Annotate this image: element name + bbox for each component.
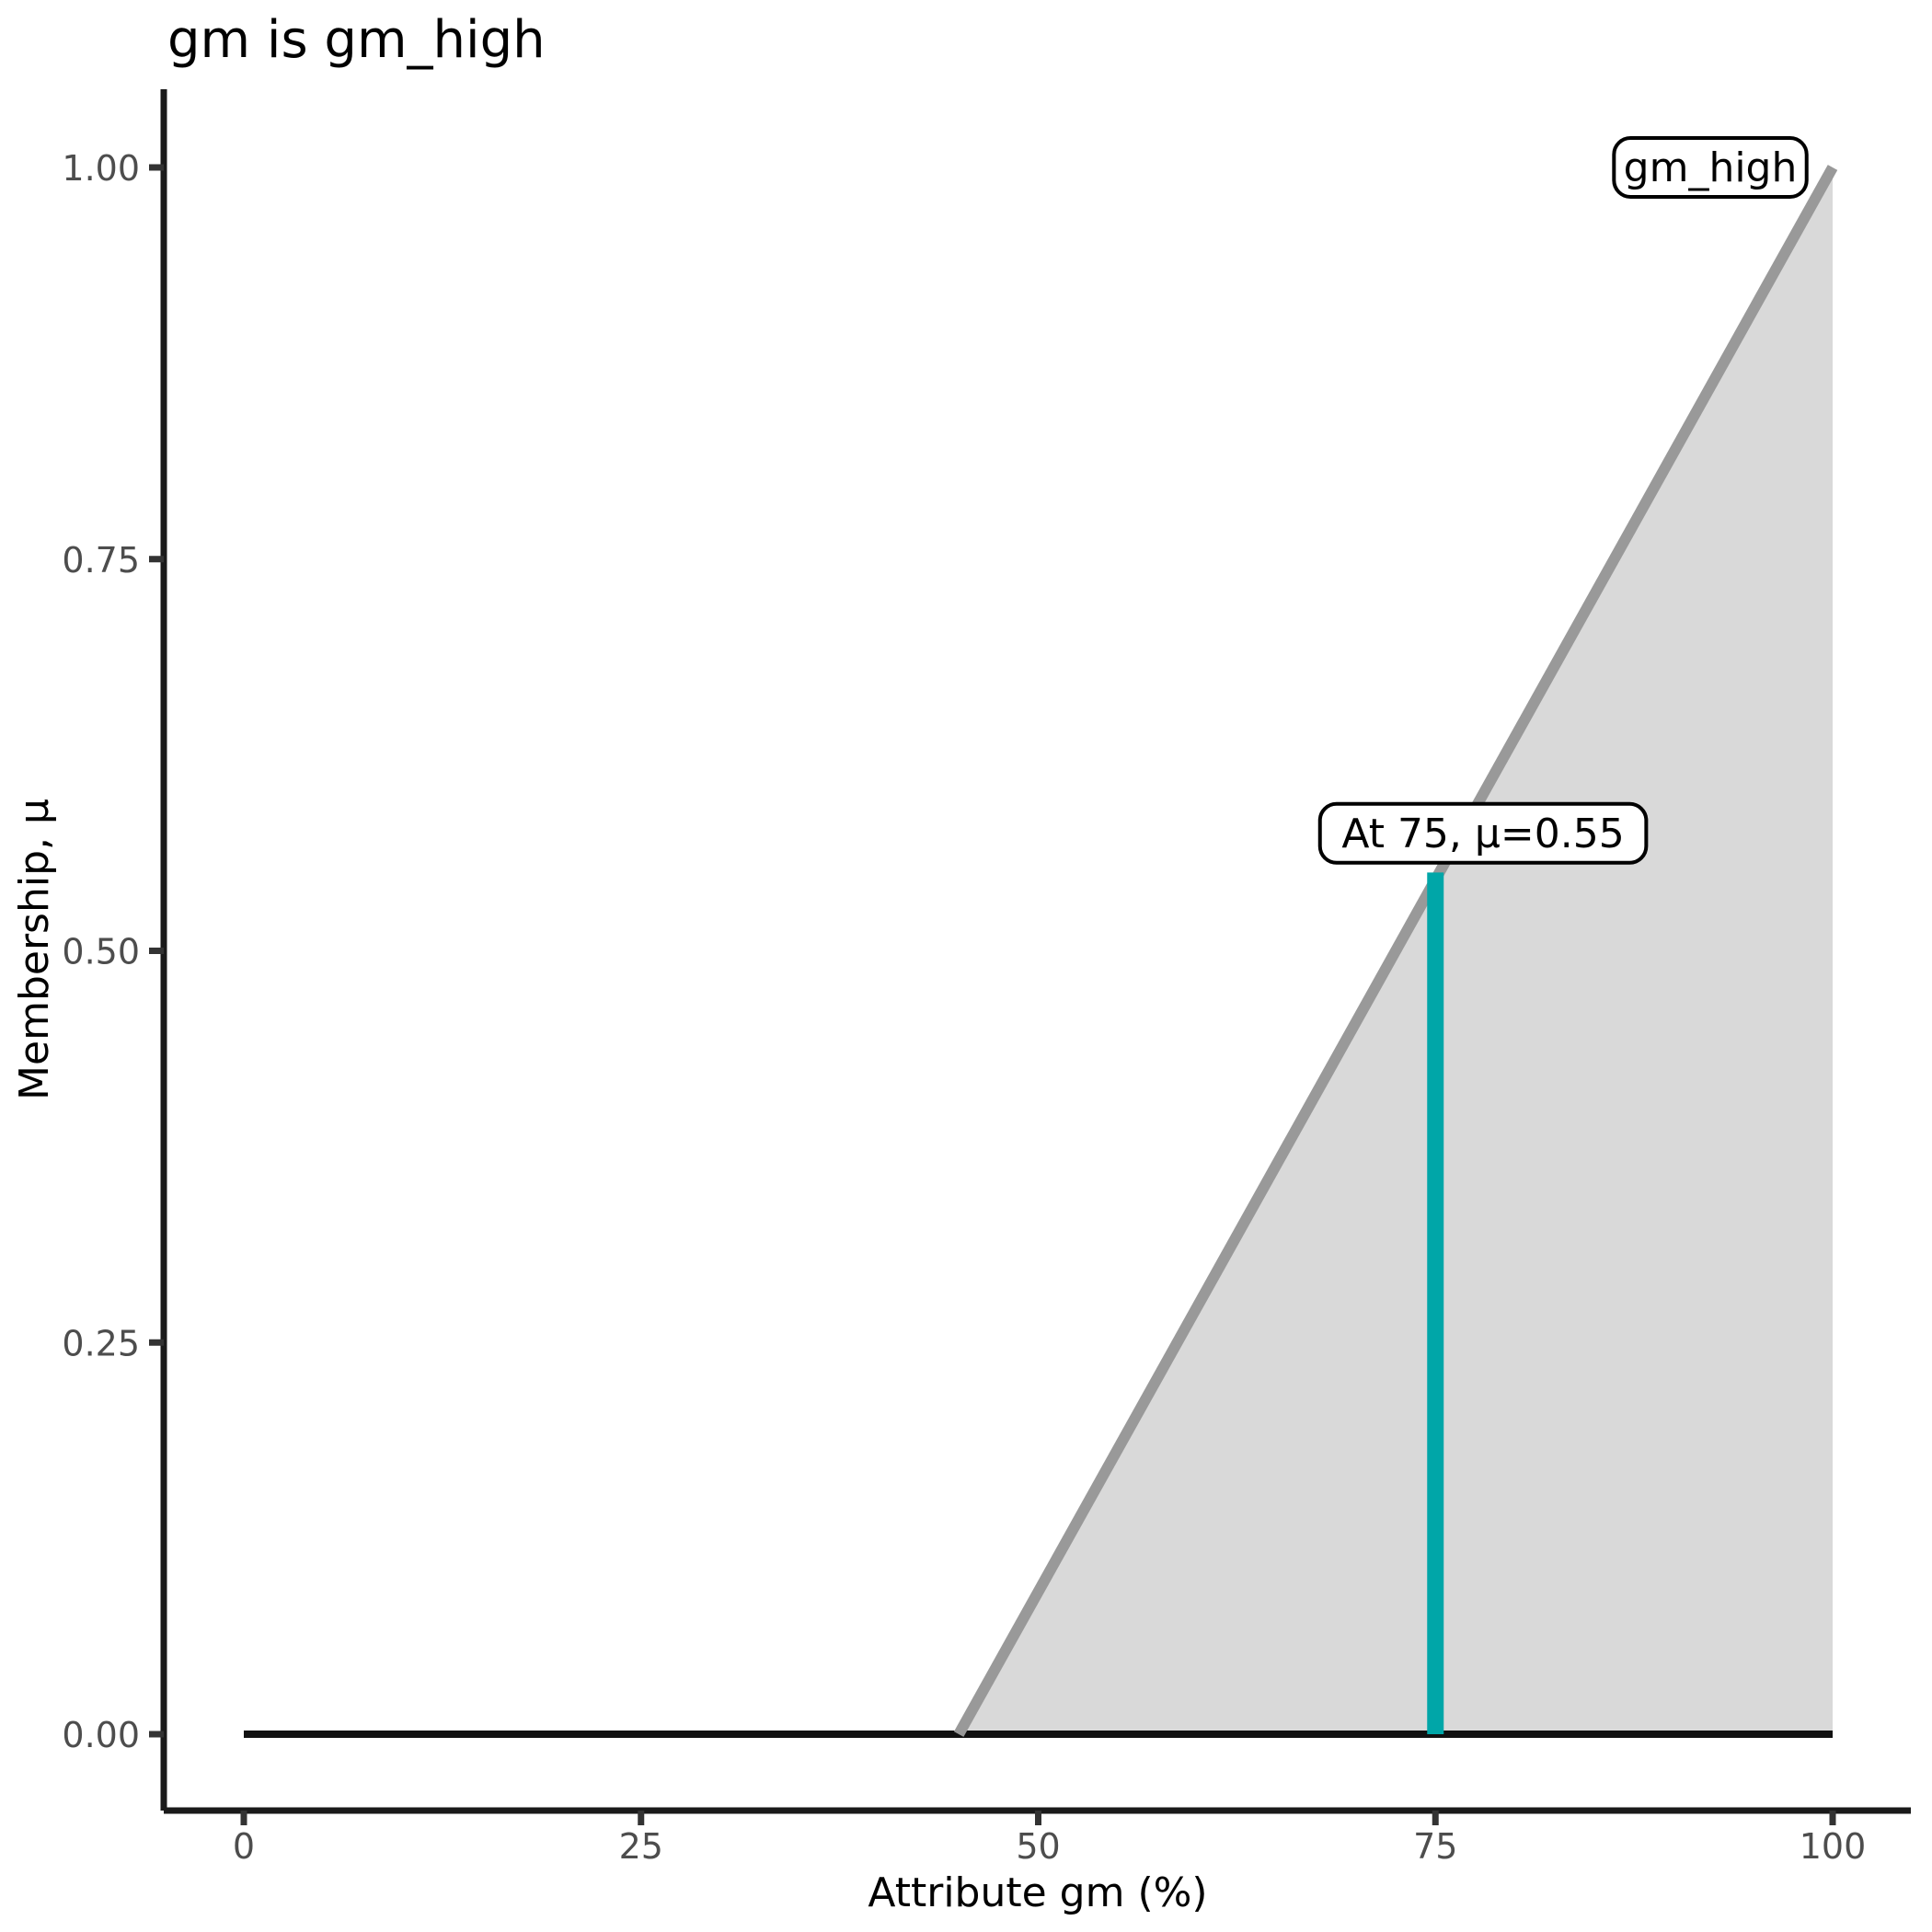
y-tick-label: 0.50 (62, 932, 140, 972)
annotation-label: At 75, μ=0.55 (1341, 811, 1624, 857)
x-tick-label: 25 (619, 1826, 663, 1867)
x-axis-label: Attribute gm (%) (868, 1869, 1207, 1916)
y-tick-label: 0.25 (62, 1323, 140, 1363)
series-gm_high-membership-line (953, 165, 1838, 1737)
x-tick-label: 50 (1016, 1826, 1060, 1867)
x-tick-label: 100 (1800, 1826, 1867, 1867)
y-tick-label: 0.00 (62, 1715, 140, 1755)
annotation-box (1317, 801, 1649, 865)
x-tick-label: 75 (1413, 1826, 1457, 1867)
y-tick-label: 1.00 (62, 148, 140, 189)
annotation-label: gm_high (1624, 144, 1798, 191)
y-axis-label: Membership, μ (11, 799, 58, 1100)
chart-title: gm is gm_high (167, 10, 546, 70)
x-tick-label: 0 (233, 1826, 255, 1867)
annotation-box (1612, 136, 1809, 199)
y-tick-label: 0.75 (62, 540, 140, 581)
